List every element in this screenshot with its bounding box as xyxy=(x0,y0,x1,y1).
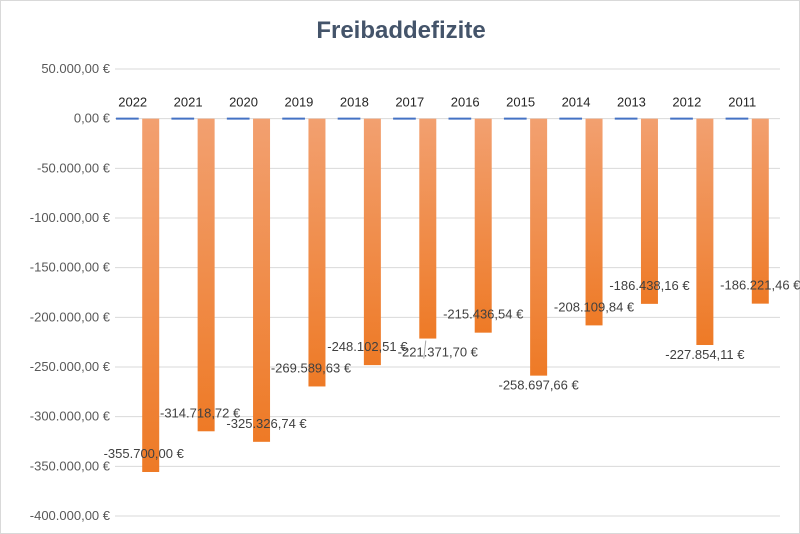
x-tick-label: 2012 xyxy=(672,95,701,110)
y-axis-ticks: 50.000,00 € 0,00 € -50.000,00 € -100.000,00… xyxy=(30,61,111,523)
data-label: -227.854,11 € xyxy=(665,347,745,362)
bar xyxy=(696,118,714,346)
data-label: -325.326,74 € xyxy=(226,416,307,431)
bars xyxy=(116,117,769,472)
data-label: -314.718,72 € xyxy=(160,405,241,420)
bar xyxy=(530,118,548,376)
data-label: -186.438,16 € xyxy=(609,278,690,293)
leader-line xyxy=(423,340,427,359)
y-tick-label: -150.000,00 € xyxy=(30,260,111,275)
y-tick-label: -50.000,00 € xyxy=(37,160,111,175)
y-tick-label: -200.000,00 € xyxy=(30,309,111,324)
data-label: -186.221,46 € xyxy=(720,278,800,293)
x-tick-label: 2018 xyxy=(340,95,369,110)
x-tick-label: 2011 xyxy=(728,95,756,110)
bar xyxy=(253,118,271,442)
y-tick-label: -250.000,00 € xyxy=(30,359,111,374)
x-tick-label: 2014 xyxy=(562,95,591,110)
bar xyxy=(474,118,492,333)
data-label: -221.371,70 € xyxy=(398,345,479,360)
bar xyxy=(585,118,603,326)
x-tick-label: 2020 xyxy=(229,95,258,110)
chart-title: Freibaddefizite xyxy=(316,17,486,44)
bar xyxy=(419,118,437,339)
gridlines xyxy=(115,68,780,517)
y-tick-label: 0,00 € xyxy=(74,111,111,126)
x-tick-label: 2019 xyxy=(284,95,313,110)
y-tick-label: -350.000,00 € xyxy=(30,458,111,473)
bar xyxy=(640,118,658,304)
y-tick-label: -400.000,00 € xyxy=(30,508,111,523)
data-label: -215.436,54 € xyxy=(443,307,524,322)
bar xyxy=(363,118,381,366)
y-tick-label: -300.000,00 € xyxy=(30,409,111,424)
bar xyxy=(142,118,160,472)
x-axis-ticks: 2022 2021 2020 2019 2018 2017 2016 2015 2014 2013… xyxy=(118,95,756,110)
x-tick-label: 2021 xyxy=(174,95,203,110)
data-label: -355.700,00 € xyxy=(104,446,185,461)
data-label: -269.589,63 € xyxy=(271,360,352,375)
y-tick-label: -100.000,00 € xyxy=(30,210,111,225)
data-label: -208.109,84 € xyxy=(554,299,635,314)
x-tick-label: 2022 xyxy=(118,95,147,110)
x-tick-label: 2013 xyxy=(617,95,646,110)
x-tick-label: 2015 xyxy=(506,95,535,110)
x-tick-label: 2017 xyxy=(395,95,424,110)
bar xyxy=(751,118,769,304)
bar xyxy=(197,118,215,432)
bar xyxy=(308,118,326,387)
data-label: -248.102,51 € xyxy=(327,339,408,354)
x-tick-label: 2016 xyxy=(451,95,480,110)
data-label: -258.697,66 € xyxy=(499,378,580,393)
y-tick-label: 50.000,00 € xyxy=(41,61,110,76)
data-labels: -355.700,00 € -314.718,72 €-325.326,74 € -… xyxy=(104,278,800,461)
